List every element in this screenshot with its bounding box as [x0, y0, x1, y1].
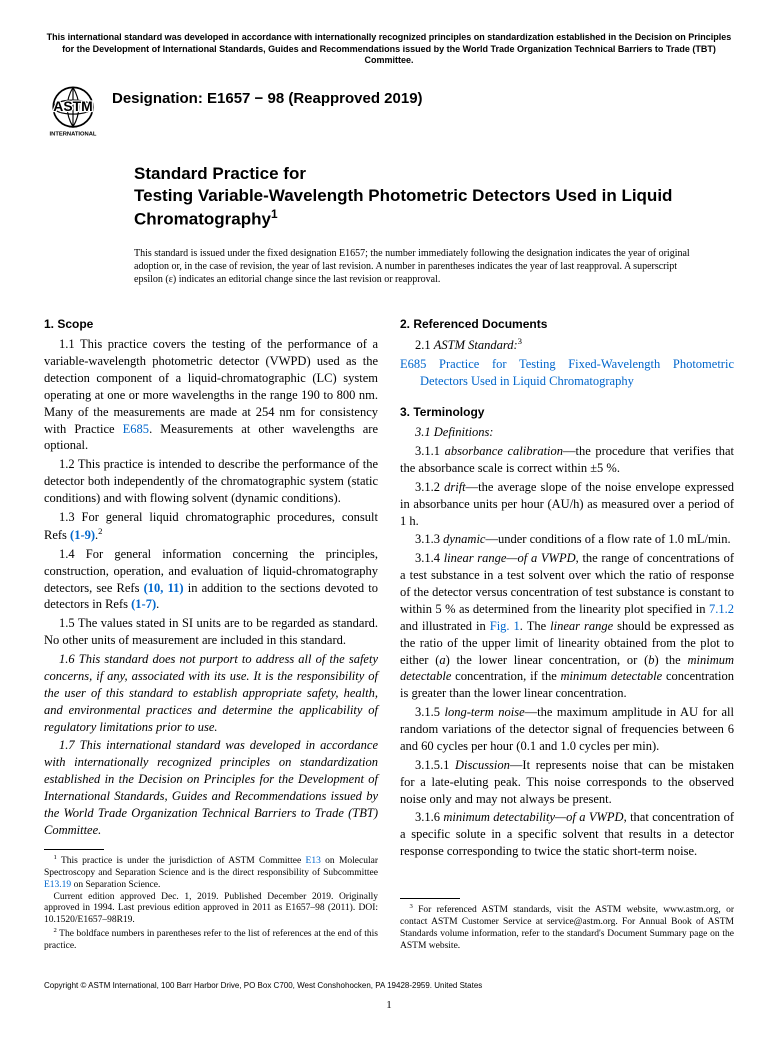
para-1-2: 1.2 This practice is intended to describ… — [44, 456, 378, 507]
para-3-1-4: 3.1.4 linear range—of a VWPD, the range … — [400, 550, 734, 702]
para-3-1-2: 3.1.2 drift—the average slope of the noi… — [400, 479, 734, 530]
title-block: Standard Practice for Testing Variable-W… — [134, 163, 694, 231]
page-number: 1 — [44, 998, 734, 1013]
right-column: 2. Referenced Documents 2.1 ASTM Standar… — [400, 310, 734, 953]
title-superscript: 1 — [271, 207, 278, 221]
para-3-1-6: 3.1.6 minimum detectability—of a VWPD, t… — [400, 809, 734, 860]
copyright-line: Copyright © ASTM International, 100 Barr… — [44, 981, 734, 992]
issuance-note: This standard is issued under the fixed … — [134, 247, 694, 286]
left-column: 1. Scope 1.1 This practice covers the te… — [44, 310, 378, 953]
para-3-1-5: 3.1.5 long-term noise—the maximum amplit… — [400, 704, 734, 755]
title-line-1: Standard Practice for — [134, 164, 306, 183]
link-e685[interactable]: E685 — [123, 422, 149, 436]
ref-1-9[interactable]: (1-9) — [70, 528, 95, 542]
link-e13[interactable]: E13 — [306, 856, 321, 866]
committee-header-note: This international standard was develope… — [44, 32, 734, 67]
para-3-1: 3.1 Definitions: — [400, 424, 734, 441]
designation-text: Designation: E1657 − 98 (Reapproved 2019… — [112, 89, 423, 109]
designation-row: ASTM INTERNATIONAL Designation: E1657 − … — [44, 81, 734, 139]
section-1-head: 1. Scope — [44, 316, 378, 332]
footnote-3: 3 For referenced ASTM standards, visit t… — [400, 903, 734, 953]
footnote-1: 1 This practice is under the jurisdictio… — [44, 854, 378, 892]
para-3-1-5-1: 3.1.5.1 Discussion—It represents noise t… — [400, 757, 734, 808]
ref-10-11[interactable]: (10, 11) — [144, 581, 184, 595]
para-1-3: 1.3 For general liquid chromatographic p… — [44, 509, 378, 544]
para-3-1-3: 3.1.3 dynamic—under conditions of a flow… — [400, 531, 734, 548]
standard-title: Standard Practice for Testing Variable-W… — [134, 163, 694, 231]
footnote-2: 2 The boldface numbers in parentheses re… — [44, 927, 378, 953]
footnote-rule-right — [400, 898, 460, 899]
para-3-1-1: 3.1.1 absorbance calibration—the procedu… — [400, 443, 734, 477]
para-1-5: 1.5 The values stated in SI units are to… — [44, 615, 378, 649]
body-columns: 1. Scope 1.1 This practice covers the te… — [44, 310, 734, 953]
link-e13-19[interactable]: E13.19 — [44, 880, 71, 890]
para-1-1: 1.1 This practice covers the testing of … — [44, 336, 378, 454]
svg-text:INTERNATIONAL: INTERNATIONAL — [50, 132, 97, 138]
astm-logo: ASTM INTERNATIONAL — [44, 81, 102, 139]
title-line-2: Testing Variable-Wavelength Photometric … — [134, 186, 672, 229]
link-7-1-2[interactable]: 7.1.2 — [709, 602, 734, 616]
para-2-1: 2.1 ASTM Standard:3 — [400, 336, 734, 354]
footnote-1b: Current edition approved Dec. 1, 2019. P… — [44, 892, 378, 928]
para-1-6: 1.6 This standard does not purport to ad… — [44, 651, 378, 735]
section-3-head: 3. Terminology — [400, 404, 734, 420]
para-1-4: 1.4 For general information concerning t… — [44, 546, 378, 614]
footnote-rule-left — [44, 849, 104, 850]
ref-1-7[interactable]: (1-7) — [131, 597, 156, 611]
ref-e685-entry[interactable]: E685 Practice for Testing Fixed-Waveleng… — [400, 356, 734, 390]
para-1-7: 1.7 This international standard was deve… — [44, 737, 378, 838]
link-fig-1[interactable]: Fig. 1 — [490, 619, 520, 633]
section-2-head: 2. Referenced Documents — [400, 316, 734, 332]
svg-text:ASTM: ASTM — [53, 98, 92, 114]
